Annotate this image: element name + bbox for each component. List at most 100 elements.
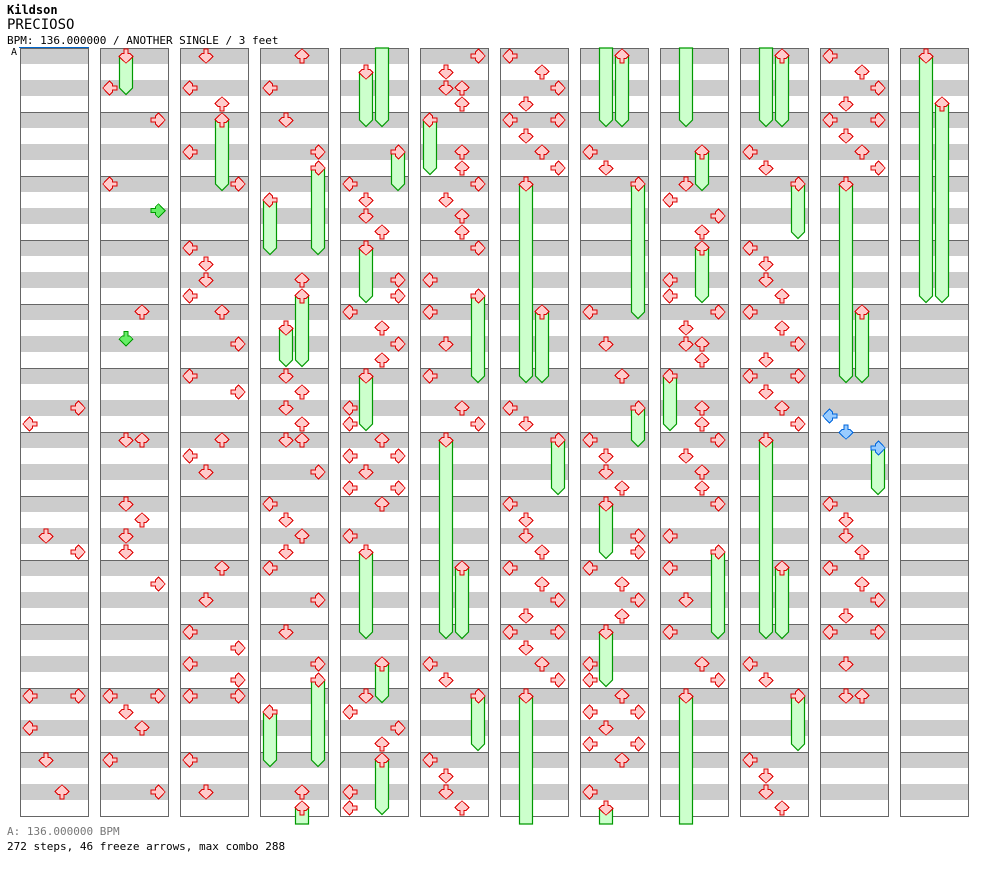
- left-arrow-icon: [582, 432, 598, 448]
- down-arrow-icon: [838, 528, 854, 544]
- song-title: PRECIOSO: [7, 17, 75, 33]
- up-arrow-icon: [774, 288, 790, 304]
- down-arrow-icon: [758, 784, 774, 800]
- freeze-arrow: [390, 144, 406, 192]
- up-arrow-icon: [374, 224, 390, 240]
- up-arrow-icon: [454, 80, 470, 96]
- up-arrow-icon: [374, 432, 390, 448]
- right-arrow-icon: [550, 112, 566, 128]
- freeze-body: [662, 375, 678, 432]
- freeze-body: [678, 47, 694, 128]
- bpm-summary: A: 136.000000 BPM: [7, 825, 120, 838]
- down-arrow-icon: [358, 208, 374, 224]
- right-arrow-icon: [310, 464, 326, 480]
- up-arrow-icon: [294, 272, 310, 288]
- up-arrow-icon: [294, 288, 310, 304]
- up-arrow-icon: [854, 64, 870, 80]
- right-arrow-icon: [630, 704, 646, 720]
- right-arrow-icon: [230, 688, 246, 704]
- up-arrow-icon: [294, 800, 310, 816]
- column-border: [180, 48, 249, 817]
- down-arrow-icon: [838, 608, 854, 624]
- freeze-body: [262, 711, 278, 768]
- freeze-arrow: [918, 48, 934, 304]
- up-arrow-icon: [294, 384, 310, 400]
- down-arrow-icon: [678, 336, 694, 352]
- down-arrow-icon: [598, 464, 614, 480]
- right-arrow-icon: [150, 688, 166, 704]
- chart-column: [580, 47, 649, 825]
- freeze-arrow: [694, 144, 710, 192]
- freeze-body: [790, 695, 806, 752]
- left-arrow-icon: [342, 784, 358, 800]
- right-arrow-icon: [550, 160, 566, 176]
- left-arrow-icon: [182, 240, 198, 256]
- freeze-arrow: [598, 496, 614, 560]
- down-arrow-icon: [518, 608, 534, 624]
- column-background: [660, 48, 729, 817]
- freeze-body: [374, 47, 390, 128]
- right-arrow-icon: [550, 432, 566, 448]
- down-arrow-icon: [438, 80, 454, 96]
- down-arrow-icon: [118, 528, 134, 544]
- down-arrow-icon: [758, 272, 774, 288]
- right-arrow-icon: [630, 736, 646, 752]
- right-arrow-icon: [390, 720, 406, 736]
- right-arrow-icon: [710, 496, 726, 512]
- up-arrow-icon: [614, 576, 630, 592]
- column-background: [820, 48, 889, 817]
- freeze-body: [310, 167, 326, 256]
- down-arrow-icon: [758, 352, 774, 368]
- freeze-arrow: [374, 656, 390, 704]
- chart-column: [100, 48, 169, 817]
- left-arrow-icon: [662, 288, 678, 304]
- right-arrow-icon: [70, 688, 86, 704]
- column-background: [180, 48, 249, 817]
- column-background: [740, 48, 809, 817]
- right-arrow-icon: [710, 432, 726, 448]
- up-arrow-icon: [374, 656, 390, 672]
- up-arrow-icon: [614, 368, 630, 384]
- left-arrow-icon: [822, 560, 838, 576]
- right-arrow-icon: [710, 304, 726, 320]
- left-arrow-icon: [22, 720, 38, 736]
- left-arrow-icon: [182, 624, 198, 640]
- right-arrow-icon: [550, 80, 566, 96]
- up-arrow-icon: [614, 608, 630, 624]
- up-arrow-icon: [294, 48, 310, 64]
- freeze-arrow: [262, 192, 278, 256]
- down-arrow-icon: [278, 368, 294, 384]
- freeze-arrow: [790, 176, 806, 240]
- column-border: [340, 48, 409, 817]
- right-arrow-icon: [390, 144, 406, 160]
- right-arrow-icon: [790, 176, 806, 192]
- chart-column: [900, 48, 969, 817]
- left-arrow-icon: [182, 656, 198, 672]
- right-arrow-icon: [470, 176, 486, 192]
- up-arrow-icon: [694, 144, 710, 160]
- down-arrow-icon: [438, 336, 454, 352]
- freeze-arrow: [470, 688, 486, 752]
- freeze-arrow: [630, 400, 646, 448]
- freeze-arrow: [358, 240, 374, 304]
- down-arrow-icon: [438, 192, 454, 208]
- left-arrow-icon: [822, 496, 838, 512]
- up-arrow-icon: [534, 656, 550, 672]
- left-arrow-icon: [262, 496, 278, 512]
- up-arrow-icon: [854, 688, 870, 704]
- down-arrow-icon: [678, 592, 694, 608]
- right-arrow-icon: [790, 368, 806, 384]
- chart-column: [420, 48, 489, 817]
- up-arrow-icon: [54, 784, 70, 800]
- freeze-arrow: [678, 47, 694, 128]
- down-arrow-icon: [198, 464, 214, 480]
- up-arrow-icon: [294, 432, 310, 448]
- down-arrow-icon: [838, 96, 854, 112]
- freeze-arrow: [374, 752, 390, 816]
- right-arrow-icon: [390, 480, 406, 496]
- down-arrow-icon: [598, 336, 614, 352]
- down-arrow-icon: [278, 432, 294, 448]
- left-arrow-icon: [582, 704, 598, 720]
- freeze-arrow: [518, 176, 534, 384]
- freeze-body: [854, 311, 870, 384]
